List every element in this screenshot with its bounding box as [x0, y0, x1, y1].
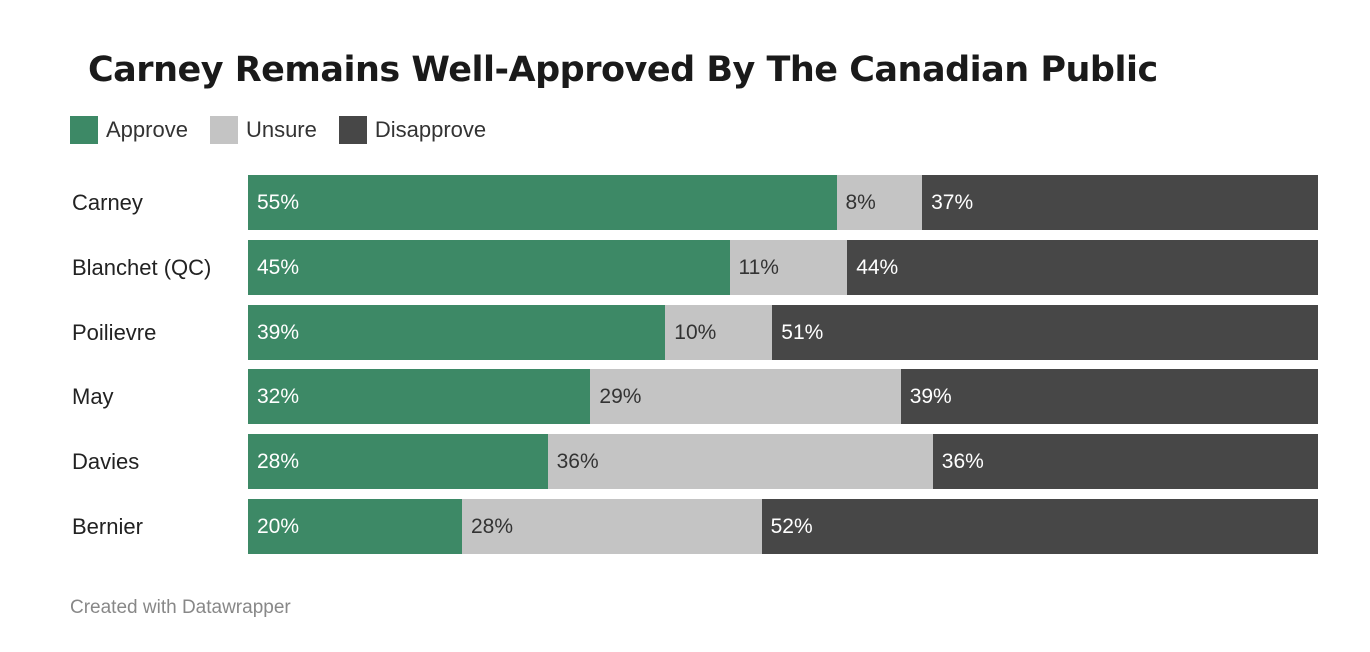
bar-segment-unsure: [665, 304, 773, 360]
bar-segment-disapprove: [932, 434, 1318, 490]
data-label: 52%: [770, 515, 813, 538]
category-label: Poilievre: [72, 319, 157, 345]
bar-segment-disapprove: [761, 499, 1318, 554]
bar-segment-unsure: [590, 369, 901, 425]
data-label: 36%: [556, 450, 599, 474]
bar-segment-disapprove: [900, 369, 1318, 425]
data-label: 20%: [257, 515, 300, 538]
data-label: 11%: [738, 255, 779, 279]
bar-segment-unsure: [729, 239, 848, 295]
legend-label-unsure: Unsure: [245, 117, 317, 142]
bar-segment-unsure: [462, 499, 762, 554]
data-label: 10%: [674, 320, 717, 344]
legend-label-disapprove: Disapprove: [374, 117, 487, 142]
data-label: 8%: [845, 191, 876, 214]
legend-item-approve: Approve: [70, 116, 188, 144]
data-label: 55%: [257, 191, 300, 214]
legend: Approve Unsure Disapprove: [70, 116, 508, 144]
category-label: May: [72, 384, 114, 410]
data-label: 39%: [909, 385, 952, 409]
bar-segment-approve: [248, 434, 548, 490]
chart-title: Carney Remains Well-Approved By The Cana…: [88, 50, 1158, 90]
category-label: Bernier: [72, 514, 143, 539]
bar-segment-approve: [248, 369, 591, 425]
bar-segment-disapprove: [772, 304, 1318, 360]
legend-swatch-disapprove: [338, 116, 367, 144]
bar-segment-approve: [248, 175, 837, 230]
legend-swatch-unsure: [209, 116, 238, 144]
legend-label-approve: Approve: [106, 117, 188, 142]
category-label: Davies: [72, 449, 140, 475]
bar-segment-approve: [248, 499, 462, 554]
data-label: 29%: [599, 385, 642, 409]
data-label: 36%: [941, 450, 984, 474]
category-label: Carney: [72, 190, 143, 215]
data-label: 28%: [257, 450, 300, 474]
data-label: 28%: [471, 515, 514, 538]
bar-segment-approve: [248, 239, 730, 295]
bar-segment-unsure: [836, 175, 923, 230]
bar-segment-unsure: [547, 434, 933, 490]
footer-credit: Created with Datawrapper: [70, 597, 291, 618]
data-label: 44%: [856, 255, 899, 279]
bar-segment-disapprove: [847, 239, 1318, 295]
data-label: 37%: [931, 191, 974, 214]
data-label: 51%: [781, 320, 824, 344]
legend-item-disapprove: Disapprove: [338, 116, 487, 144]
data-label: 32%: [257, 385, 300, 409]
legend-swatch-approve: [70, 116, 98, 144]
bar-segment-disapprove: [922, 175, 1318, 230]
legend-item-unsure: Unsure: [209, 116, 317, 144]
category-label: Blanchet (QC): [72, 254, 212, 280]
bar-segment-approve: [248, 304, 666, 360]
data-label: 45%: [257, 255, 300, 279]
data-label: 39%: [257, 320, 300, 344]
